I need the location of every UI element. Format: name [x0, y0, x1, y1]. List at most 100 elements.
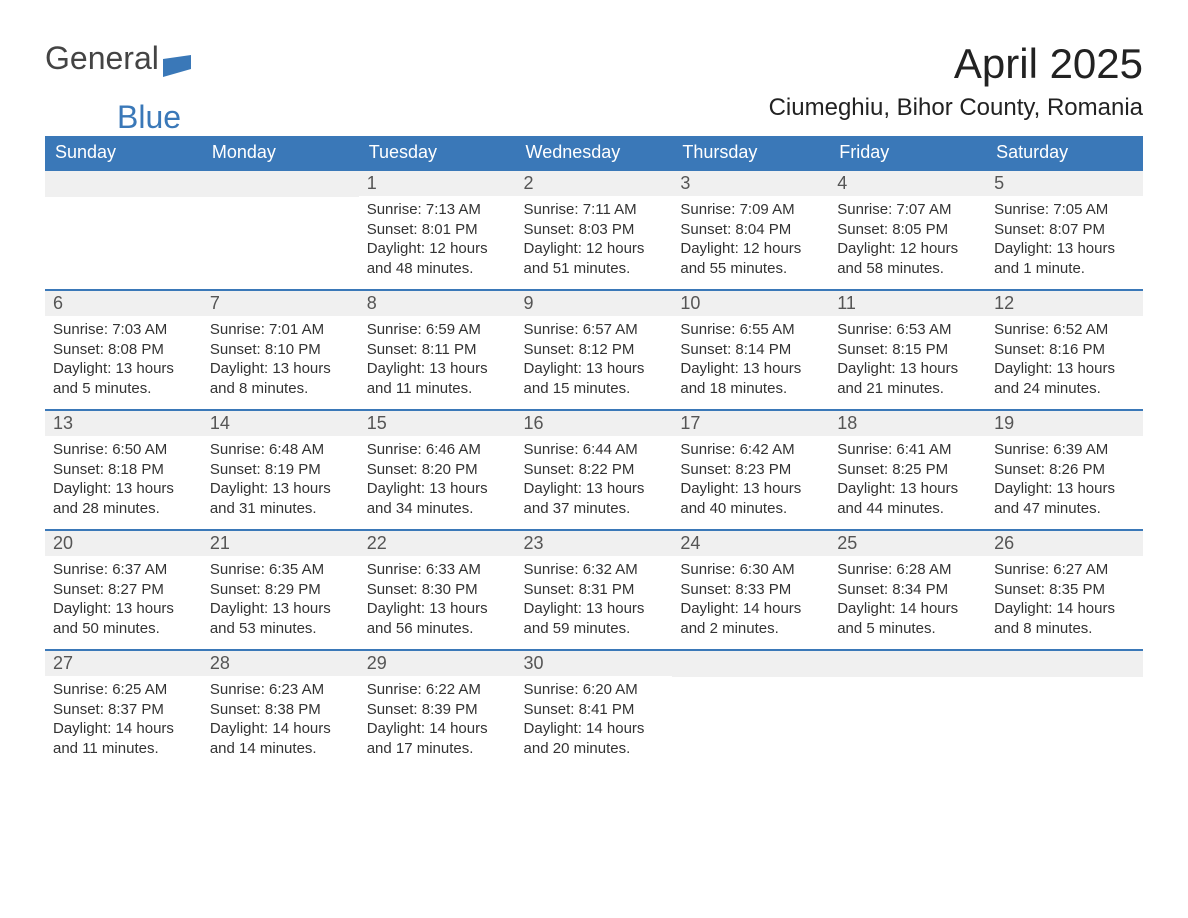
day-number: 2	[516, 171, 673, 196]
day-number	[45, 171, 202, 197]
calendar-cell: 9Sunrise: 6:57 AMSunset: 8:12 PMDaylight…	[516, 289, 673, 409]
day-detail: Sunrise: 7:03 AMSunset: 8:08 PMDaylight:…	[45, 316, 202, 406]
day-number: 29	[359, 651, 516, 676]
weekday-header: Friday	[829, 136, 986, 169]
day-detail: Sunrise: 6:46 AMSunset: 8:20 PMDaylight:…	[359, 436, 516, 526]
day-number: 26	[986, 531, 1143, 556]
calendar-cell: 30Sunrise: 6:20 AMSunset: 8:41 PMDayligh…	[516, 649, 673, 769]
day-number: 21	[202, 531, 359, 556]
calendar-cell	[986, 649, 1143, 769]
calendar-week-row: 20Sunrise: 6:37 AMSunset: 8:27 PMDayligh…	[45, 529, 1143, 649]
day-detail: Sunrise: 6:48 AMSunset: 8:19 PMDaylight:…	[202, 436, 359, 526]
day-number: 7	[202, 291, 359, 316]
day-number	[672, 651, 829, 677]
calendar-cell: 26Sunrise: 6:27 AMSunset: 8:35 PMDayligh…	[986, 529, 1143, 649]
weekday-header: Wednesday	[516, 136, 673, 169]
calendar-body: 1Sunrise: 7:13 AMSunset: 8:01 PMDaylight…	[45, 169, 1143, 769]
calendar-cell	[829, 649, 986, 769]
day-number: 30	[516, 651, 673, 676]
calendar-cell: 11Sunrise: 6:53 AMSunset: 8:15 PMDayligh…	[829, 289, 986, 409]
day-detail: Sunrise: 6:57 AMSunset: 8:12 PMDaylight:…	[516, 316, 673, 406]
day-number: 5	[986, 171, 1143, 196]
calendar-cell: 20Sunrise: 6:37 AMSunset: 8:27 PMDayligh…	[45, 529, 202, 649]
calendar-cell	[202, 169, 359, 289]
day-detail: Sunrise: 6:20 AMSunset: 8:41 PMDaylight:…	[516, 676, 673, 766]
calendar-cell: 12Sunrise: 6:52 AMSunset: 8:16 PMDayligh…	[986, 289, 1143, 409]
calendar-cell: 7Sunrise: 7:01 AMSunset: 8:10 PMDaylight…	[202, 289, 359, 409]
day-detail: Sunrise: 6:39 AMSunset: 8:26 PMDaylight:…	[986, 436, 1143, 526]
calendar-cell: 29Sunrise: 6:22 AMSunset: 8:39 PMDayligh…	[359, 649, 516, 769]
day-number: 14	[202, 411, 359, 436]
calendar-cell: 5Sunrise: 7:05 AMSunset: 8:07 PMDaylight…	[986, 169, 1143, 289]
day-detail: Sunrise: 6:53 AMSunset: 8:15 PMDaylight:…	[829, 316, 986, 406]
weekday-header: Saturday	[986, 136, 1143, 169]
weekday-header-row: SundayMondayTuesdayWednesdayThursdayFrid…	[45, 136, 1143, 169]
day-number: 19	[986, 411, 1143, 436]
calendar-table: SundayMondayTuesdayWednesdayThursdayFrid…	[45, 136, 1143, 769]
calendar-cell: 14Sunrise: 6:48 AMSunset: 8:19 PMDayligh…	[202, 409, 359, 529]
day-number: 3	[672, 171, 829, 196]
day-number: 9	[516, 291, 673, 316]
day-detail: Sunrise: 7:07 AMSunset: 8:05 PMDaylight:…	[829, 196, 986, 286]
day-number: 24	[672, 531, 829, 556]
day-number: 13	[45, 411, 202, 436]
logo-flag-icon	[163, 48, 191, 70]
page-title: April 2025	[954, 40, 1143, 88]
calendar-week-row: 6Sunrise: 7:03 AMSunset: 8:08 PMDaylight…	[45, 289, 1143, 409]
day-number: 11	[829, 291, 986, 316]
weekday-header: Tuesday	[359, 136, 516, 169]
logo-blue-wrap: Blue	[115, 99, 181, 136]
day-number: 20	[45, 531, 202, 556]
day-detail: Sunrise: 7:09 AMSunset: 8:04 PMDaylight:…	[672, 196, 829, 286]
day-number	[829, 651, 986, 677]
day-number: 15	[359, 411, 516, 436]
day-number: 27	[45, 651, 202, 676]
calendar-cell: 16Sunrise: 6:44 AMSunset: 8:22 PMDayligh…	[516, 409, 673, 529]
day-number: 10	[672, 291, 829, 316]
day-detail: Sunrise: 6:55 AMSunset: 8:14 PMDaylight:…	[672, 316, 829, 406]
calendar-cell: 2Sunrise: 7:11 AMSunset: 8:03 PMDaylight…	[516, 169, 673, 289]
day-detail: Sunrise: 6:28 AMSunset: 8:34 PMDaylight:…	[829, 556, 986, 646]
day-number: 8	[359, 291, 516, 316]
weekday-header: Sunday	[45, 136, 202, 169]
calendar-cell: 17Sunrise: 6:42 AMSunset: 8:23 PMDayligh…	[672, 409, 829, 529]
location-text: Ciumeghiu, Bihor County, Romania	[769, 94, 1143, 122]
calendar-cell: 15Sunrise: 6:46 AMSunset: 8:20 PMDayligh…	[359, 409, 516, 529]
day-detail: Sunrise: 6:50 AMSunset: 8:18 PMDaylight:…	[45, 436, 202, 526]
day-number: 16	[516, 411, 673, 436]
calendar-cell: 25Sunrise: 6:28 AMSunset: 8:34 PMDayligh…	[829, 529, 986, 649]
calendar-week-row: 13Sunrise: 6:50 AMSunset: 8:18 PMDayligh…	[45, 409, 1143, 529]
day-number: 12	[986, 291, 1143, 316]
calendar-cell: 21Sunrise: 6:35 AMSunset: 8:29 PMDayligh…	[202, 529, 359, 649]
calendar-cell: 8Sunrise: 6:59 AMSunset: 8:11 PMDaylight…	[359, 289, 516, 409]
calendar-cell: 6Sunrise: 7:03 AMSunset: 8:08 PMDaylight…	[45, 289, 202, 409]
day-detail: Sunrise: 6:44 AMSunset: 8:22 PMDaylight:…	[516, 436, 673, 526]
day-detail: Sunrise: 6:32 AMSunset: 8:31 PMDaylight:…	[516, 556, 673, 646]
day-detail: Sunrise: 6:30 AMSunset: 8:33 PMDaylight:…	[672, 556, 829, 646]
day-detail: Sunrise: 6:23 AMSunset: 8:38 PMDaylight:…	[202, 676, 359, 766]
calendar-cell: 3Sunrise: 7:09 AMSunset: 8:04 PMDaylight…	[672, 169, 829, 289]
day-detail: Sunrise: 6:25 AMSunset: 8:37 PMDaylight:…	[45, 676, 202, 766]
day-detail: Sunrise: 6:33 AMSunset: 8:30 PMDaylight:…	[359, 556, 516, 646]
calendar-cell	[672, 649, 829, 769]
day-detail: Sunrise: 7:11 AMSunset: 8:03 PMDaylight:…	[516, 196, 673, 286]
day-number: 22	[359, 531, 516, 556]
day-number: 18	[829, 411, 986, 436]
day-detail: Sunrise: 6:22 AMSunset: 8:39 PMDaylight:…	[359, 676, 516, 766]
day-number: 6	[45, 291, 202, 316]
day-detail: Sunrise: 6:41 AMSunset: 8:25 PMDaylight:…	[829, 436, 986, 526]
calendar-cell: 28Sunrise: 6:23 AMSunset: 8:38 PMDayligh…	[202, 649, 359, 769]
calendar-cell: 18Sunrise: 6:41 AMSunset: 8:25 PMDayligh…	[829, 409, 986, 529]
logo-text-general: General	[45, 40, 159, 77]
day-detail: Sunrise: 6:27 AMSunset: 8:35 PMDaylight:…	[986, 556, 1143, 646]
calendar-cell: 13Sunrise: 6:50 AMSunset: 8:18 PMDayligh…	[45, 409, 202, 529]
calendar-cell	[45, 169, 202, 289]
day-detail: Sunrise: 6:42 AMSunset: 8:23 PMDaylight:…	[672, 436, 829, 526]
calendar-week-row: 1Sunrise: 7:13 AMSunset: 8:01 PMDaylight…	[45, 169, 1143, 289]
calendar-cell: 10Sunrise: 6:55 AMSunset: 8:14 PMDayligh…	[672, 289, 829, 409]
calendar-week-row: 27Sunrise: 6:25 AMSunset: 8:37 PMDayligh…	[45, 649, 1143, 769]
day-detail: Sunrise: 6:52 AMSunset: 8:16 PMDaylight:…	[986, 316, 1143, 406]
day-detail: Sunrise: 7:01 AMSunset: 8:10 PMDaylight:…	[202, 316, 359, 406]
calendar-cell: 1Sunrise: 7:13 AMSunset: 8:01 PMDaylight…	[359, 169, 516, 289]
day-number: 4	[829, 171, 986, 196]
